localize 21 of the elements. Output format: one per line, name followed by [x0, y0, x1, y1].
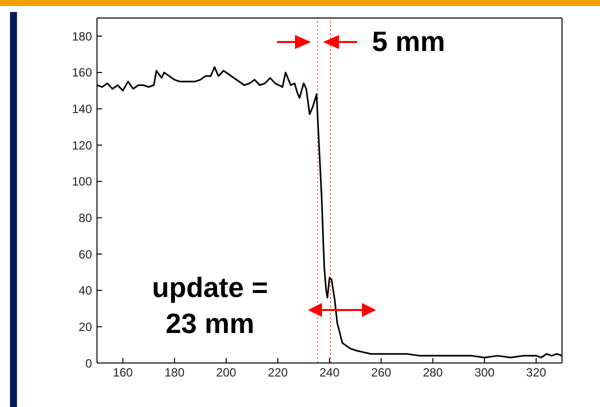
y-tick-label: 40 — [78, 284, 92, 298]
x-tick-label: 260 — [371, 366, 392, 380]
x-tick-label: 220 — [268, 366, 288, 380]
x-tick-label: 180 — [164, 366, 185, 380]
annotation: update = 23 mm — [151, 271, 269, 341]
y-tick-label: 20 — [78, 320, 92, 334]
annotation: 5 mm — [372, 26, 446, 58]
y-tick-label: 60 — [78, 247, 92, 262]
y-tick-label: 100 — [72, 174, 92, 189]
y-tick-label: 180 — [72, 29, 92, 44]
x-tick-label: 300 — [474, 366, 495, 380]
x-tick-label: 280 — [422, 366, 444, 380]
x-tick-label: 200 — [216, 366, 236, 380]
y-tick-label: 120 — [72, 138, 92, 152]
x-tick-label: 320 — [526, 366, 546, 380]
y-tick-label: 160 — [72, 66, 92, 80]
x-tick-label: 240 — [319, 366, 340, 380]
y-tick-label: 140 — [72, 102, 92, 116]
y-tick-label: 80 — [78, 210, 92, 225]
x-tick-label: 160 — [112, 366, 134, 380]
y-tick-label: 0 — [85, 356, 92, 370]
